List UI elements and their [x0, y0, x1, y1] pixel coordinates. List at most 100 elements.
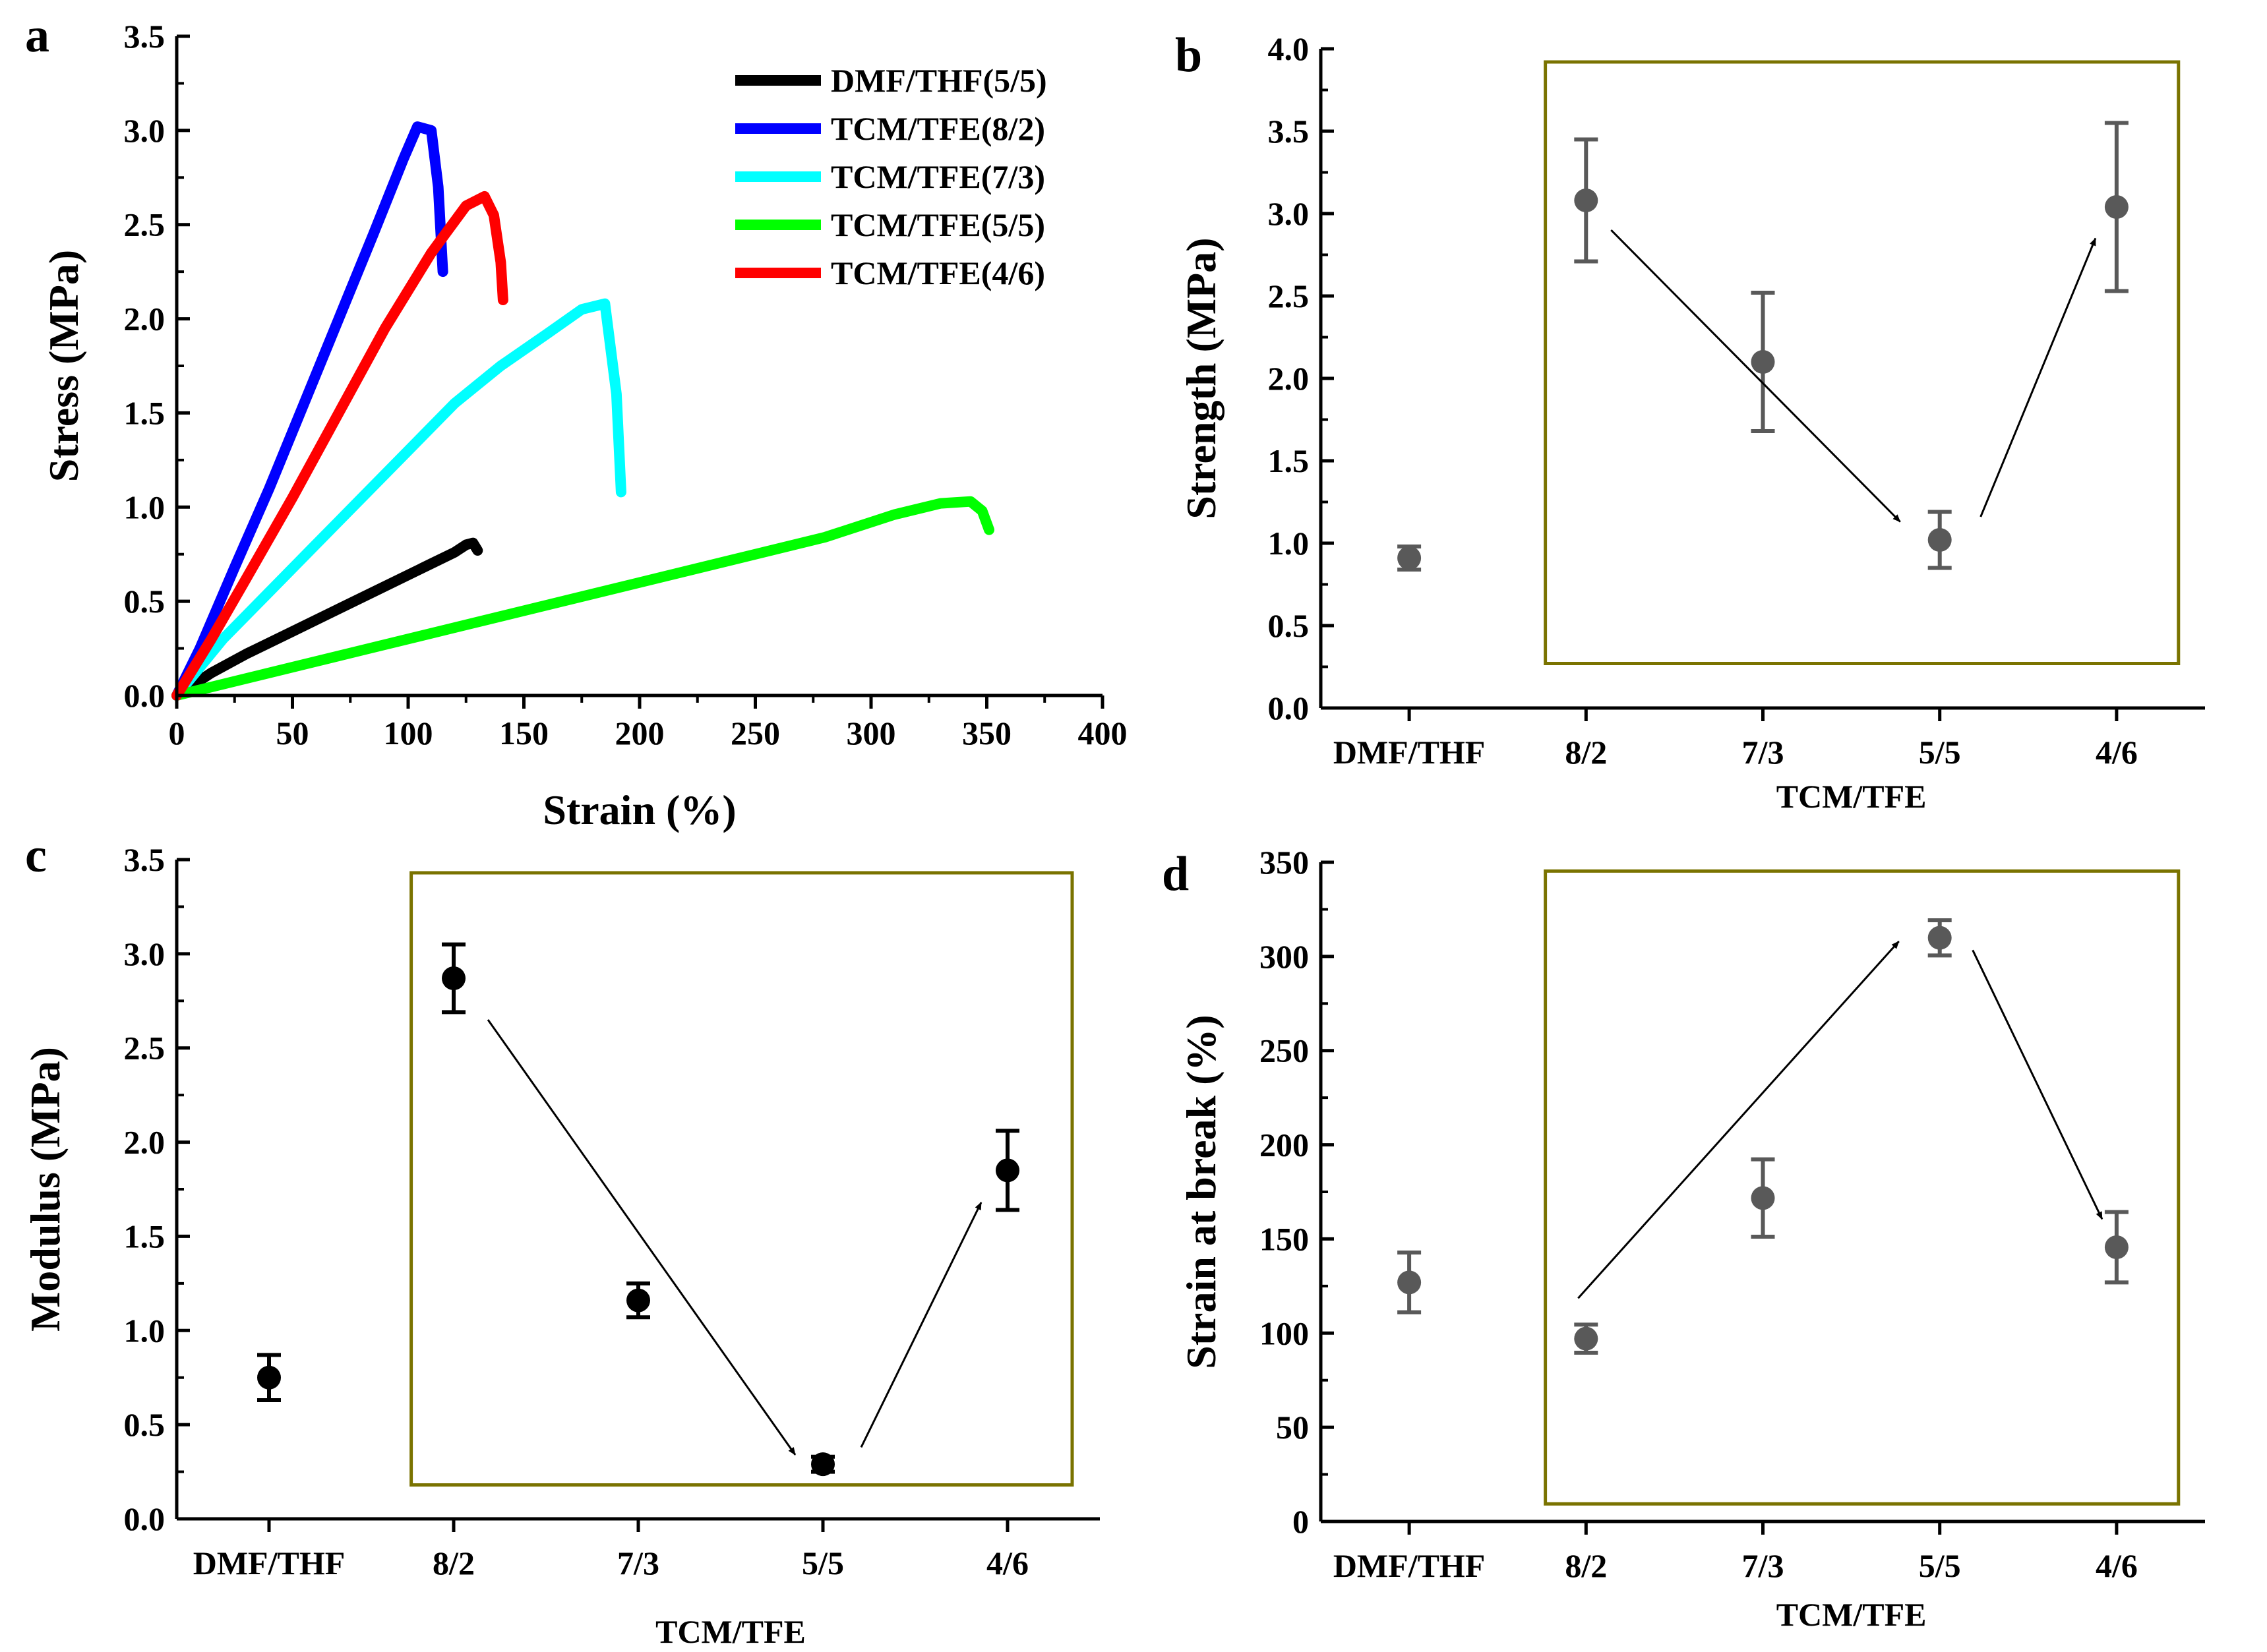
panel-c-y-tick-label: 2.5: [124, 1030, 166, 1067]
panel-b-data-point: [1574, 189, 1598, 212]
panel-b-x-tick-label: 7/3: [1742, 734, 1784, 771]
panel-b-panel-letter: b: [1175, 28, 1202, 82]
panel-a-x-tick-label: 400: [1078, 715, 1128, 752]
panel-d-y-tick-label: 300: [1259, 938, 1309, 975]
panel-d-y-tick-label: 250: [1259, 1032, 1309, 1069]
panel-a-x-tick-label: 300: [847, 715, 896, 752]
panel-a-legend-label-3: TCM/TFE(5/5): [831, 206, 1045, 243]
panel-c-x-tick-label: 4/6: [986, 1545, 1029, 1581]
panel-b-y-tick-label: 1.5: [1268, 442, 1310, 479]
panel-d-x-axis-title: TCM/TFE: [1776, 1596, 1927, 1633]
panel-c-panel-letter: c: [25, 829, 47, 883]
panel-d-data-point: [2104, 1235, 2129, 1259]
panel-b-trend-arrow-1: [1980, 237, 2097, 517]
panel-a-y-tick-label: 0.0: [124, 677, 166, 714]
panel-d-panel-letter: d: [1162, 847, 1189, 901]
panel-a-series-line-1: [171, 121, 448, 701]
panel-d-data-point: [1397, 1270, 1422, 1295]
panel-a-x-tick-label: 50: [276, 715, 309, 752]
panel-a-series-line-2: [171, 298, 626, 701]
panel-c-data-point: [442, 966, 466, 990]
panel-d-strain-at-break: 0 50 100 150 200 250 300 350 DMF/THF 8/2 7/3 5/5 4/6…: [1162, 844, 2205, 1633]
panel-a-series-line-4: [171, 191, 508, 701]
panel-b-data-point: [1397, 546, 1422, 570]
panel-b-x-axis-title: TCM/TFE: [1776, 778, 1927, 815]
panel-d-trend-arrow-1: [1972, 949, 2103, 1220]
panel-d-y-tick-label: 350: [1259, 844, 1309, 881]
panel-c-modulus: 0.0 0.5 1.0 1.5 2.0 2.5 3.0 3.5 DMF/THF 8/2 7/3 5/5…: [22, 829, 1100, 1650]
panel-b-x-tick-label: 4/6: [2096, 734, 2138, 771]
panel-a-y-tick-label: 2.0: [124, 301, 166, 338]
panel-d-data-point: [1574, 1326, 1598, 1351]
panel-a-series-line-0: [171, 537, 483, 701]
panel-c-x-axis-title: TCM/TFE: [655, 1613, 806, 1650]
panel-b-y-axis-title: Strength (MPa): [1178, 237, 1224, 519]
panel-a-legend-label-1: TCM/TFE(8/2): [831, 110, 1045, 147]
panel-c-data-point: [996, 1158, 1019, 1183]
panel-d-x-tick-label: 4/6: [2096, 1547, 2138, 1584]
panel-a-legend-label-2: TCM/TFE(7/3): [831, 158, 1045, 195]
panel-c-y-tick-label: 1.0: [124, 1312, 166, 1349]
panel-a-series-line-3: [171, 496, 994, 701]
panel-d-y-axis-title: Strain at break (%): [1178, 1015, 1224, 1369]
panel-b-y-tick-label: 2.0: [1268, 360, 1310, 397]
panel-d-y-tick-label: 0: [1292, 1503, 1309, 1540]
panel-a-stress-strain: 0.0 0.5 1.0 1.5 2.0 2.5 3.0 3.5 0 50 100 150 200 250 3…: [25, 9, 1128, 833]
panel-a-legend-label-4: TCM/TFE(4/6): [831, 254, 1045, 291]
panel-b-group-frame: [1544, 60, 2181, 665]
panel-d-data-point: [1751, 1186, 1775, 1210]
panel-b-y-tick-label: 4.0: [1268, 30, 1310, 67]
panel-b-y-tick-label: 1.0: [1268, 525, 1310, 562]
panel-a-x-tick-label: 0: [169, 715, 185, 752]
panel-a-y-tick-label: 1.5: [124, 394, 166, 431]
panel-b-data-point: [2104, 195, 2129, 219]
panel-a-x-tick-label: 150: [499, 715, 549, 752]
panel-c-trend-arrow-0: [487, 1018, 797, 1456]
panel-b-y-tick-label: 2.5: [1268, 278, 1310, 314]
panel-a-y-tick-label: 2.5: [124, 206, 166, 243]
panel-d-group-frame: [1544, 869, 2181, 1506]
panel-b-strength: 0.0 0.5 1.0 1.5 2.0 2.5 3.0 3.5 4.0 DMF/THF 8/2 7/3…: [1175, 28, 2205, 815]
panel-c-y-axis-title: Modulus (MPa): [22, 1047, 69, 1332]
panel-a-y-tick-label: 1.0: [124, 488, 166, 525]
panel-c-y-tick-label: 3.5: [124, 841, 166, 878]
panel-a-legend-label-0: DMF/THF(5/5): [831, 62, 1047, 99]
panel-d-data-point: [1927, 926, 1952, 950]
panel-d-y-tick-label: 150: [1259, 1220, 1309, 1257]
panel-a-x-tick-label: 100: [384, 715, 433, 752]
panel-a-x-tick-label: 350: [962, 715, 1012, 752]
panel-c-data-point: [257, 1365, 281, 1390]
panel-b-trend-arrow-0: [1610, 229, 1901, 523]
panel-c-y-tick-label: 1.5: [124, 1218, 166, 1254]
panel-d-y-tick-label: 100: [1259, 1314, 1309, 1351]
panel-d-x-tick-label: 5/5: [1919, 1547, 1961, 1584]
panel-a-x-tick-label: 200: [615, 715, 665, 752]
panel-c-y-tick-label: 3.0: [124, 935, 166, 972]
panel-c-x-tick-label: 8/2: [433, 1545, 475, 1581]
panel-c-y-tick-label: 2.0: [124, 1124, 166, 1161]
panel-b-y-tick-label: 3.5: [1268, 113, 1310, 150]
panel-b-x-tick-label: 8/2: [1565, 734, 1607, 771]
panel-c-data-point: [811, 1452, 835, 1477]
panel-c-trend-arrow-1: [860, 1202, 982, 1448]
panel-a-y-tick-label: 3.0: [124, 112, 166, 149]
panel-a-y-axis-title: Stress (MPa): [40, 250, 87, 483]
panel-b-y-tick-label: 0.0: [1268, 690, 1310, 726]
panel-b-x-tick-label: DMF/THF: [1333, 734, 1486, 771]
panel-d-x-tick-label: DMF/THF: [1333, 1547, 1486, 1584]
panel-c-y-tick-label: 0.0: [124, 1500, 166, 1537]
panel-c-group-frame: [409, 871, 1074, 1487]
panel-c-y-tick-label: 0.5: [124, 1406, 166, 1443]
panel-c-x-tick-label: 5/5: [802, 1545, 844, 1581]
panel-d-trend-arrow-0: [1577, 940, 1900, 1299]
panel-a-panel-letter: a: [25, 9, 49, 63]
panel-b-data-point: [1927, 528, 1952, 552]
panel-a-y-tick-label: 0.5: [124, 583, 166, 620]
panel-a-x-axis-title: Strain (%): [543, 786, 736, 833]
panel-a-x-tick-label: 250: [731, 715, 780, 752]
panel-b-x-tick-label: 5/5: [1919, 734, 1961, 771]
panel-a-y-tick-label: 3.5: [124, 18, 166, 55]
panel-d-x-tick-label: 7/3: [1742, 1547, 1784, 1584]
panel-d-y-tick-label: 200: [1259, 1127, 1309, 1164]
